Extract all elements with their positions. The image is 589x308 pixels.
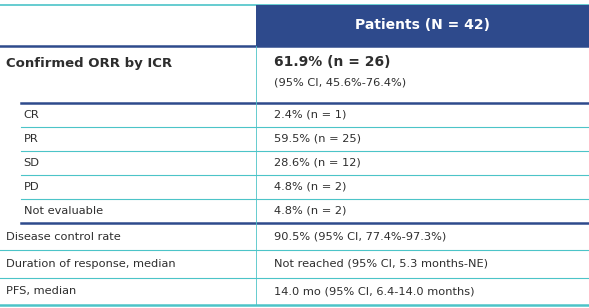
Text: (95% CI, 45.6%-76.4%): (95% CI, 45.6%-76.4%) [274,78,406,88]
Text: PFS, median: PFS, median [6,286,76,296]
Text: PD: PD [24,182,39,192]
Text: PR: PR [24,134,38,144]
Text: Patients (N = 42): Patients (N = 42) [355,18,490,33]
Bar [256,5,589,47]
Text: 4.8% (n = 2): 4.8% (n = 2) [274,182,346,192]
Text: CR: CR [24,110,39,120]
Text: 28.6% (n = 12): 28.6% (n = 12) [274,158,360,168]
Text: Not evaluable: Not evaluable [24,206,102,216]
Text: 2.4% (n = 1): 2.4% (n = 1) [274,110,346,120]
Text: 14.0 mo (95% CI, 6.4-14.0 months): 14.0 mo (95% CI, 6.4-14.0 months) [274,286,474,296]
Text: 59.5% (n = 25): 59.5% (n = 25) [274,134,361,144]
Text: Not reached (95% CI, 5.3 months-NE): Not reached (95% CI, 5.3 months-NE) [274,259,488,269]
Text: 90.5% (95% CI, 77.4%-97.3%): 90.5% (95% CI, 77.4%-97.3%) [274,232,446,242]
Text: Duration of response, median: Duration of response, median [6,259,176,269]
Text: 4.8% (n = 2): 4.8% (n = 2) [274,206,346,216]
Text: 61.9% (n = 26): 61.9% (n = 26) [274,55,391,69]
Text: Disease control rate: Disease control rate [6,232,121,242]
Text: Confirmed ORR by ICR: Confirmed ORR by ICR [6,57,172,70]
Text: SD: SD [24,158,39,168]
